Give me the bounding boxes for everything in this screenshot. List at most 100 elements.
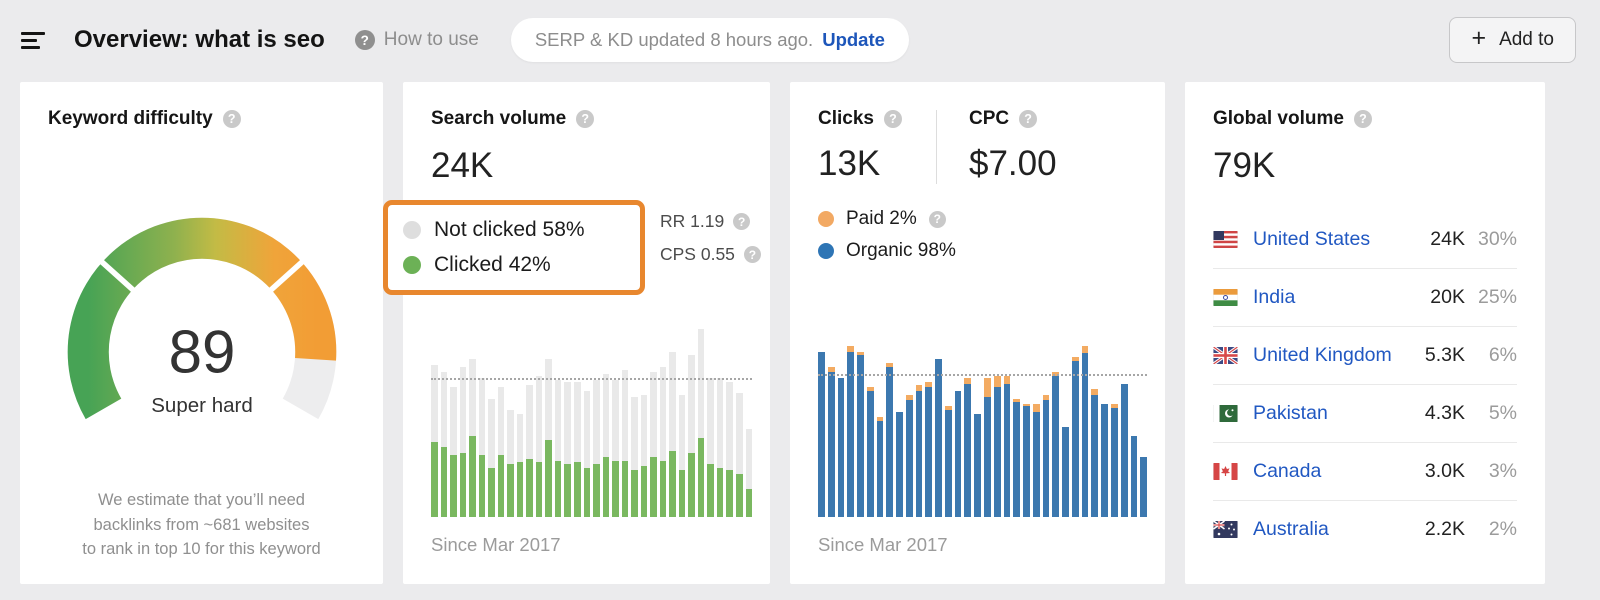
chart-bar — [915, 329, 923, 517]
chart-bar — [1140, 329, 1148, 517]
country-volume: 4.3K — [1424, 402, 1465, 424]
help-icon[interactable] — [1019, 110, 1038, 128]
cpc-title: CPC — [968, 108, 1010, 129]
chart-bar — [993, 329, 1001, 517]
country-share: 2% — [1488, 518, 1517, 540]
search-volume-chart — [431, 329, 753, 517]
clicks-stat: Clicks 13K — [818, 108, 902, 184]
search-volume-title: Search volume — [431, 108, 567, 129]
flag-in-icon — [1213, 289, 1240, 306]
chart-bar — [964, 329, 972, 517]
chart-bar — [678, 329, 686, 517]
chart-bar — [925, 329, 933, 517]
top-bar: Overview: what is seo How to use SERP & … — [0, 0, 1600, 80]
keyword-difficulty-gauge: 89 Super hard — [44, 194, 360, 436]
country-link[interactable]: Pakistan — [1253, 402, 1328, 424]
clicked-label: Clicked 42% — [434, 253, 551, 276]
chart-bar — [507, 329, 514, 517]
country-volume: 5.3K — [1424, 344, 1465, 366]
chart-bar — [1032, 329, 1040, 517]
gauge-notch — [263, 254, 310, 298]
help-icon[interactable] — [733, 213, 751, 230]
chart-bar — [847, 329, 855, 517]
country-share: 30% — [1477, 227, 1517, 250]
country-link[interactable]: United States — [1253, 227, 1371, 250]
country-volume: 3.0K — [1424, 460, 1465, 482]
chart-bar — [876, 329, 884, 517]
chart-guide-line — [818, 374, 1147, 377]
help-icon[interactable] — [883, 110, 902, 128]
chart-bar — [944, 329, 952, 517]
search-volume-card: Search volume 24K Not clicked 58% Clicke… — [383, 82, 770, 584]
chart-bar — [818, 329, 825, 517]
chart-bar — [905, 329, 913, 517]
flag-us-icon — [1213, 230, 1240, 248]
chart-bar — [1062, 329, 1069, 517]
chart-bar — [896, 329, 903, 517]
chart-bar — [640, 329, 648, 517]
page-title: Overview: what is seo — [74, 26, 325, 53]
clicks-chart — [818, 329, 1148, 517]
chart-bar — [459, 329, 467, 517]
chart-bar — [497, 329, 505, 517]
add-to-button[interactable]: Add to — [1449, 17, 1576, 63]
kd-description-line: to rank in top 10 for this keyword — [82, 540, 321, 559]
chart-bar — [726, 329, 733, 517]
keyword-difficulty-title: Keyword difficulty — [48, 108, 213, 129]
return-rate-value: RR 1.19 — [660, 211, 725, 231]
paid-dot-icon — [818, 211, 834, 227]
update-button[interactable]: Update — [822, 29, 885, 50]
clicks-bars — [818, 329, 1148, 517]
add-to-label: Add to — [1499, 29, 1554, 50]
not-clicked-label: Not clicked 58% — [434, 218, 585, 241]
chart-bar — [688, 329, 695, 517]
help-icon[interactable] — [1353, 110, 1372, 128]
clicked-dot-icon — [403, 256, 421, 274]
search-volume-bars — [431, 329, 753, 517]
clicks-per-search-value: CPS 0.55 — [660, 244, 735, 264]
country-link[interactable]: United Kingdom — [1253, 344, 1392, 366]
clicks-since-note: Since Mar 2017 — [818, 534, 948, 555]
chart-bar — [1110, 329, 1118, 517]
kd-description-line: We estimate that you’ll need — [98, 490, 305, 509]
chart-bar — [1013, 329, 1021, 517]
country-link[interactable]: India — [1253, 286, 1296, 308]
highlighted-legend-box: Not clicked 58% Clicked 42% — [383, 200, 645, 295]
help-icon[interactable] — [576, 110, 595, 128]
return-rate-row: RR 1.19 — [660, 211, 761, 232]
chart-bar — [526, 329, 533, 517]
chart-bar — [837, 329, 845, 517]
country-link[interactable]: Canada — [1253, 460, 1322, 482]
keyword-difficulty-card: Keyword difficulty 89 — [20, 82, 383, 584]
chart-bar — [431, 329, 438, 517]
kd-score-label: Super hard — [151, 394, 253, 417]
chart-bar — [564, 329, 571, 517]
help-icon[interactable] — [743, 246, 761, 263]
not-clicked-legend-item: Not clicked 58% — [403, 218, 620, 242]
how-to-use-link[interactable]: How to use — [354, 29, 479, 51]
chart-bar — [535, 329, 543, 517]
kd-description-line: backlinks from ~681 websites — [93, 515, 310, 534]
paid-label: Paid 2% — [846, 208, 917, 229]
paid-legend-item: Paid 2% — [818, 208, 1137, 230]
chart-bar — [1052, 329, 1060, 517]
search-volume-value: 24K — [431, 146, 494, 185]
help-icon[interactable] — [928, 210, 946, 228]
chart-bar — [593, 329, 600, 517]
chart-bar — [984, 329, 991, 517]
countries-list: United States 24K 30% India 20K 25% Unit… — [1213, 210, 1517, 558]
global-volume-value: 79K — [1213, 146, 1276, 185]
country-link[interactable]: Australia — [1253, 518, 1329, 540]
sv-since-note: Since Mar 2017 — [431, 534, 561, 555]
help-icon[interactable] — [222, 110, 241, 128]
kd-description: We estimate that you’ll need backlinks f… — [20, 488, 383, 562]
chart-bar — [650, 329, 657, 517]
menu-icon[interactable] — [18, 27, 48, 54]
global-volume-card: Global volume 79K United States 24K 30% … — [1185, 82, 1545, 584]
country-share: 25% — [1477, 286, 1517, 308]
chart-bar — [631, 329, 638, 517]
country-share: 3% — [1488, 460, 1517, 482]
chart-bar — [857, 329, 864, 517]
chart-bar — [697, 329, 705, 517]
chart-bar — [469, 329, 476, 517]
